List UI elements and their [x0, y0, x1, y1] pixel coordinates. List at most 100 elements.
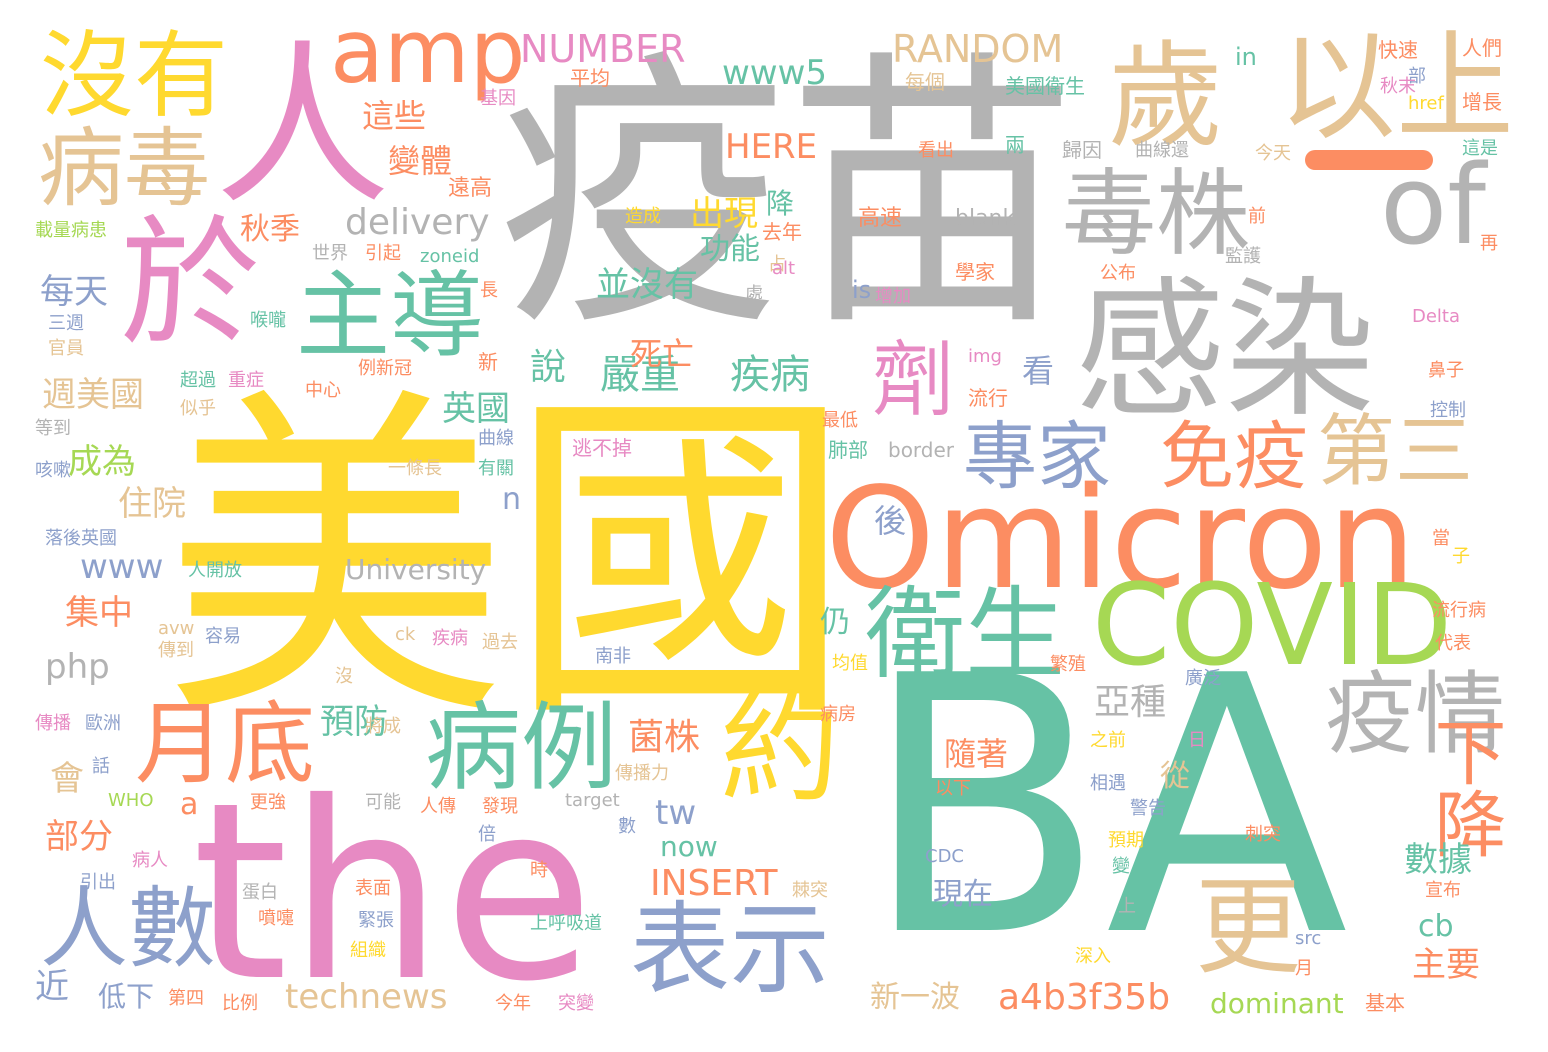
word: RANDOM	[892, 27, 1064, 71]
word: 疾病	[432, 628, 468, 649]
word: 功能	[700, 232, 760, 267]
word: 人	[215, 26, 390, 229]
word: 蛋白	[242, 882, 278, 903]
word: 傳到	[158, 640, 194, 661]
word: 會	[50, 759, 84, 799]
word: 上呼吸道	[530, 913, 602, 934]
word: 例新冠	[358, 358, 412, 379]
word: 逃不掉	[572, 436, 632, 460]
word: is	[852, 276, 872, 304]
word: 疫情	[1325, 662, 1505, 767]
word: 基因	[480, 88, 516, 109]
word: 官員	[48, 338, 84, 359]
word: 免疫	[1160, 414, 1308, 500]
word: 病例	[425, 692, 617, 804]
word: 再	[1480, 233, 1498, 254]
word: 更	[1195, 866, 1301, 989]
word: 緊張	[358, 910, 394, 931]
word: 月底	[135, 692, 315, 797]
word: 部分	[45, 817, 113, 857]
word: 刺突	[1245, 824, 1281, 845]
word: 時	[530, 860, 548, 881]
decorative-dash	[1305, 150, 1433, 170]
word: src	[1295, 928, 1322, 949]
word: a4b3f35b	[998, 977, 1171, 1018]
word: 肺部	[828, 438, 868, 462]
word: 引起	[365, 243, 401, 264]
word: 傳播力	[615, 763, 669, 784]
word: 感染	[1075, 264, 1376, 438]
word: WHO	[108, 790, 154, 811]
word: 病人	[132, 850, 168, 871]
word: 出現	[690, 194, 758, 234]
word: delivery	[345, 202, 490, 243]
word: dominant	[1210, 987, 1344, 1020]
word: INSERT	[650, 863, 778, 904]
word: 現在	[933, 877, 993, 912]
word: 更強	[250, 792, 286, 813]
word: 說	[530, 347, 567, 388]
word: Omicron	[825, 458, 1417, 621]
word: 看出	[918, 140, 954, 161]
word: 下降	[1422, 715, 1506, 859]
word: 疾病	[730, 352, 810, 398]
word: 嚴重	[600, 352, 680, 398]
word: cb	[1418, 909, 1454, 944]
word: 歲	[1108, 30, 1224, 164]
word: 部	[1408, 66, 1426, 87]
word: 載量病患	[35, 220, 107, 241]
word: 控制	[1430, 400, 1466, 421]
word: 新一波	[870, 980, 960, 1015]
word: 後	[874, 502, 907, 540]
word: 專家	[963, 414, 1111, 500]
word: 低下	[98, 980, 155, 1013]
word: 菌株	[628, 717, 701, 758]
word: 美國	[163, 362, 853, 763]
word: 英國	[442, 389, 510, 429]
word: 宣布	[1425, 880, 1461, 901]
word: 上	[1118, 896, 1136, 917]
word: 可能	[365, 792, 401, 813]
word: 表面	[355, 878, 391, 899]
word: 世界	[312, 243, 348, 264]
word: 長	[480, 280, 498, 301]
word: 第四	[168, 988, 204, 1009]
word: 基本	[1365, 991, 1405, 1015]
word: 今天	[1255, 143, 1291, 164]
word: href	[1408, 93, 1444, 114]
word: n	[502, 482, 522, 517]
word: 月	[1295, 958, 1313, 979]
word: 近	[35, 967, 69, 1007]
word: 週美國	[42, 375, 144, 415]
word: 人傳	[420, 796, 456, 817]
word: 相遇	[1090, 773, 1126, 794]
word: 警告	[1130, 798, 1166, 819]
word: in	[1235, 43, 1257, 71]
word: 等到	[35, 418, 71, 439]
word: 衛生	[865, 576, 1065, 693]
word: University	[345, 553, 487, 586]
word: HERE	[725, 127, 818, 167]
word: 約	[720, 680, 840, 819]
word: 處	[745, 284, 763, 305]
word: avw	[158, 618, 195, 639]
word: 住院	[118, 484, 186, 524]
word: 南非	[595, 646, 631, 667]
word: 這是	[1462, 138, 1498, 159]
word: 人們	[1462, 36, 1502, 60]
word: 學家	[955, 260, 995, 284]
word: zoneid	[420, 246, 480, 267]
word: 突變	[558, 993, 594, 1014]
word: 組織	[350, 940, 386, 961]
word: 繁殖	[1050, 654, 1086, 675]
word: 表示	[630, 891, 830, 1008]
word: 美國衛生	[1005, 74, 1085, 98]
word: ck	[395, 624, 416, 645]
word: 流行	[968, 386, 1008, 410]
word: 今年	[495, 993, 531, 1014]
word: 三週	[48, 313, 84, 334]
word: border	[888, 438, 955, 462]
word: BA	[862, 600, 1349, 1014]
word: 倍	[478, 824, 496, 845]
word: 去年	[762, 220, 802, 244]
